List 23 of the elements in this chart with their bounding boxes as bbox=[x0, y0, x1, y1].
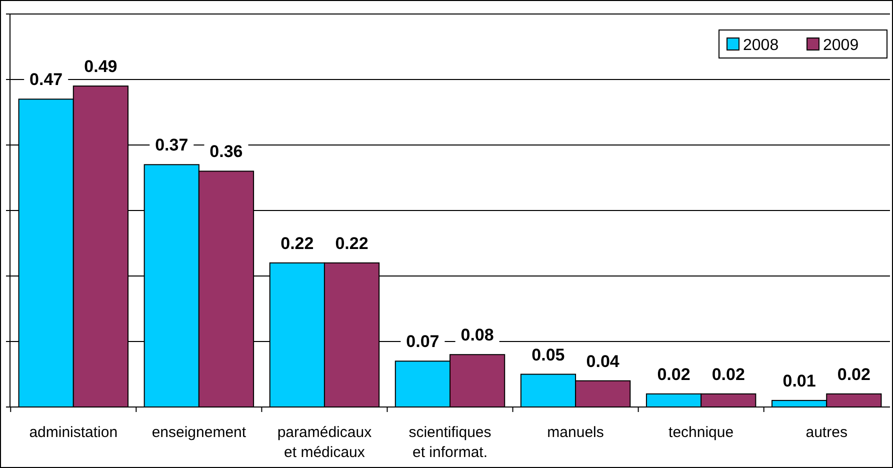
x-tick-label: scientifiques et informat. bbox=[408, 424, 492, 461]
legend-label: 2009 bbox=[823, 37, 859, 54]
data-label: 0.02 bbox=[712, 364, 745, 384]
data-label: 0.22 bbox=[335, 234, 368, 253]
data-label: 0.02 bbox=[657, 364, 690, 384]
x-tick-label: technique bbox=[668, 424, 734, 441]
data-label: 0.04 bbox=[586, 352, 620, 371]
data-label: 0.07 bbox=[406, 332, 440, 352]
x-tick-label: paramédicaux et médicaux bbox=[277, 424, 372, 461]
x-tick-label: autres bbox=[806, 424, 848, 441]
x-tick-label: manuels bbox=[547, 424, 604, 441]
data-label: 0.37 bbox=[155, 136, 188, 155]
data-label: 0.05 bbox=[532, 345, 565, 364]
data-label: 0.22 bbox=[280, 234, 314, 253]
data-label: 0.02 bbox=[837, 364, 870, 384]
x-tick-label: enseignement bbox=[152, 424, 247, 441]
data-label: 0.49 bbox=[84, 57, 118, 76]
legend-label: 2008 bbox=[743, 37, 779, 54]
data-label: 0.36 bbox=[210, 142, 243, 162]
data-label: 0.47 bbox=[30, 70, 63, 90]
data-label: 0.01 bbox=[782, 371, 816, 390]
x-tick-label: administation bbox=[29, 424, 118, 441]
data-label: 0.08 bbox=[460, 326, 494, 345]
